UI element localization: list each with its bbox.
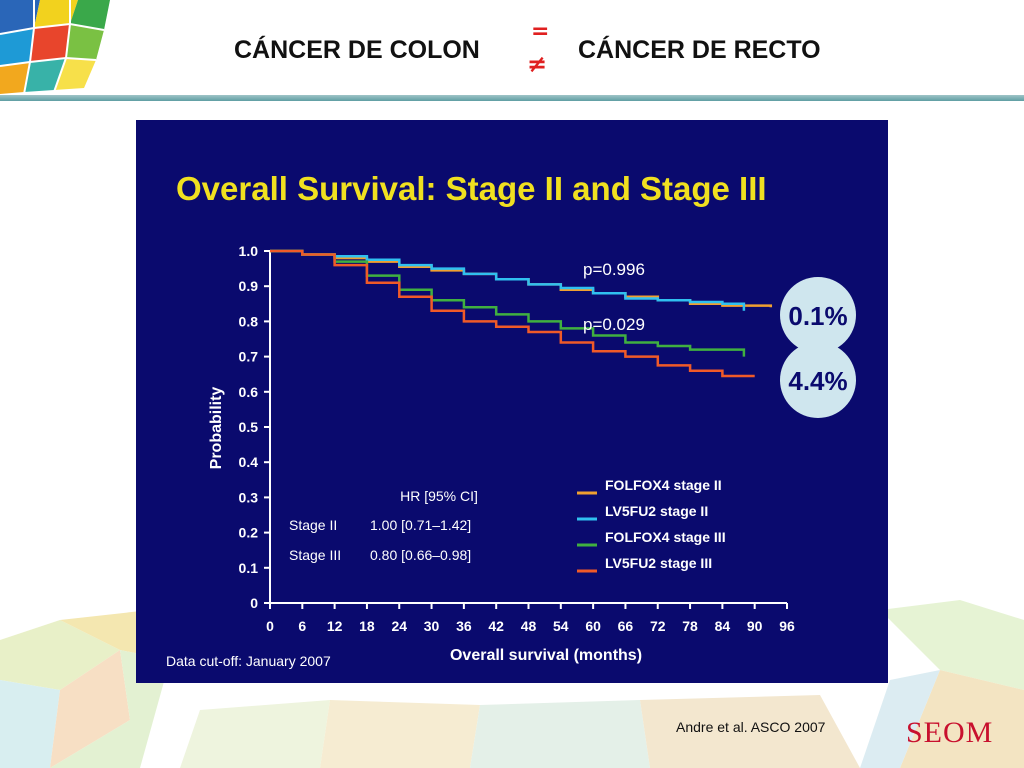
hr-row-value: 1.00 [0.71–1.42]: [370, 517, 471, 533]
x-tick-label: 6: [298, 618, 306, 634]
legend-label: FOLFOX4 stage II: [605, 477, 722, 493]
x-tick-label: 84: [715, 618, 731, 634]
x-tick-label: 36: [456, 618, 472, 634]
x-tick-label: 66: [618, 618, 634, 634]
x-tick-label: 30: [424, 618, 440, 634]
x-tick-label: 0: [266, 618, 274, 634]
x-tick-label: 90: [747, 618, 763, 634]
y-tick-label: 0.5: [239, 419, 259, 435]
axes: [264, 250, 788, 609]
survival-chart: Overall Survival: Stage II and Stage III…: [166, 170, 856, 669]
series-line-3: [270, 249, 746, 357]
y-tick-label: 0.2: [239, 525, 259, 541]
citation: Andre et al. ASCO 2007: [676, 719, 826, 735]
y-tick-label: 0.3: [239, 489, 259, 505]
not-equals-symbol: ≠: [527, 50, 548, 78]
legend: FOLFOX4 stage II LV5FU2 stage II FOLFOX4 s…: [577, 477, 726, 573]
series-line-2: [270, 249, 746, 311]
series-layer: [270, 249, 773, 378]
y-tick-label: 0: [250, 595, 258, 611]
x-tick-label: 96: [779, 618, 795, 634]
y-tick-label: 0.8: [239, 313, 259, 329]
series-line-4: [270, 249, 755, 378]
slide-title-recto: CÁNCER DE RECTO: [578, 36, 821, 64]
hr-row-value: 0.80 [0.66–0.98]: [370, 547, 471, 563]
y-tick-label: 0.4: [239, 454, 259, 470]
diff-label-stage3: 4.4%: [788, 366, 847, 396]
diff-circle-stage3: [780, 342, 856, 418]
diff-label-stage2: 0.1%: [788, 301, 847, 331]
chart-title: Overall Survival: Stage II and Stage III: [176, 170, 767, 207]
x-tick-label: 42: [488, 618, 504, 634]
x-tick-label: 18: [359, 618, 375, 634]
x-tick-label: 24: [391, 618, 407, 634]
x-tick-label: 54: [553, 618, 569, 634]
hr-row-label: Stage III: [289, 547, 341, 563]
legend-label: FOLFOX4 stage III: [605, 529, 726, 545]
mosaic-logo: [0, 0, 118, 95]
slide-title-colon: CÁNCER DE COLON: [234, 36, 480, 64]
y-tick-label: 0.9: [239, 278, 259, 294]
p-value-stage2: p=0.996: [583, 260, 645, 279]
hr-table-header: HR [95% CI]: [400, 488, 478, 504]
legend-label: LV5FU2 stage II: [605, 503, 708, 519]
y-tick-label: 0.1: [239, 560, 259, 576]
seom-logo: SEOM: [906, 716, 994, 749]
x-axis-label: Overall survival (months): [450, 647, 642, 664]
y-axis-label: Probability: [208, 387, 225, 470]
legend-label: LV5FU2 stage III: [605, 555, 712, 571]
chart-panel: Overall Survival: Stage II and Stage III…: [136, 120, 888, 683]
y-tick-label: 0.7: [239, 349, 259, 365]
x-tick-label: 60: [585, 618, 601, 634]
x-tick-label: 48: [521, 618, 537, 634]
y-tick-label: 1.0: [239, 243, 259, 259]
x-tick-label: 72: [650, 618, 666, 634]
p-value-stage3: p=0.029: [583, 315, 645, 334]
header-divider: [0, 95, 1024, 101]
hr-row-label: Stage II: [289, 517, 337, 533]
x-tick-label: 78: [682, 618, 698, 634]
data-cutoff-note: Data cut-off: January 2007: [166, 653, 331, 669]
x-tick-label: 12: [327, 618, 343, 634]
diff-circle-stage2: [780, 277, 856, 353]
equals-symbol: =: [531, 19, 550, 44]
tick-labels: 0 6 12 18 24 30 36 42 48 54 60 66 72 78 84 90 96 0 0.1 0.2 0…: [239, 243, 795, 634]
y-tick-label: 0.6: [239, 384, 259, 400]
